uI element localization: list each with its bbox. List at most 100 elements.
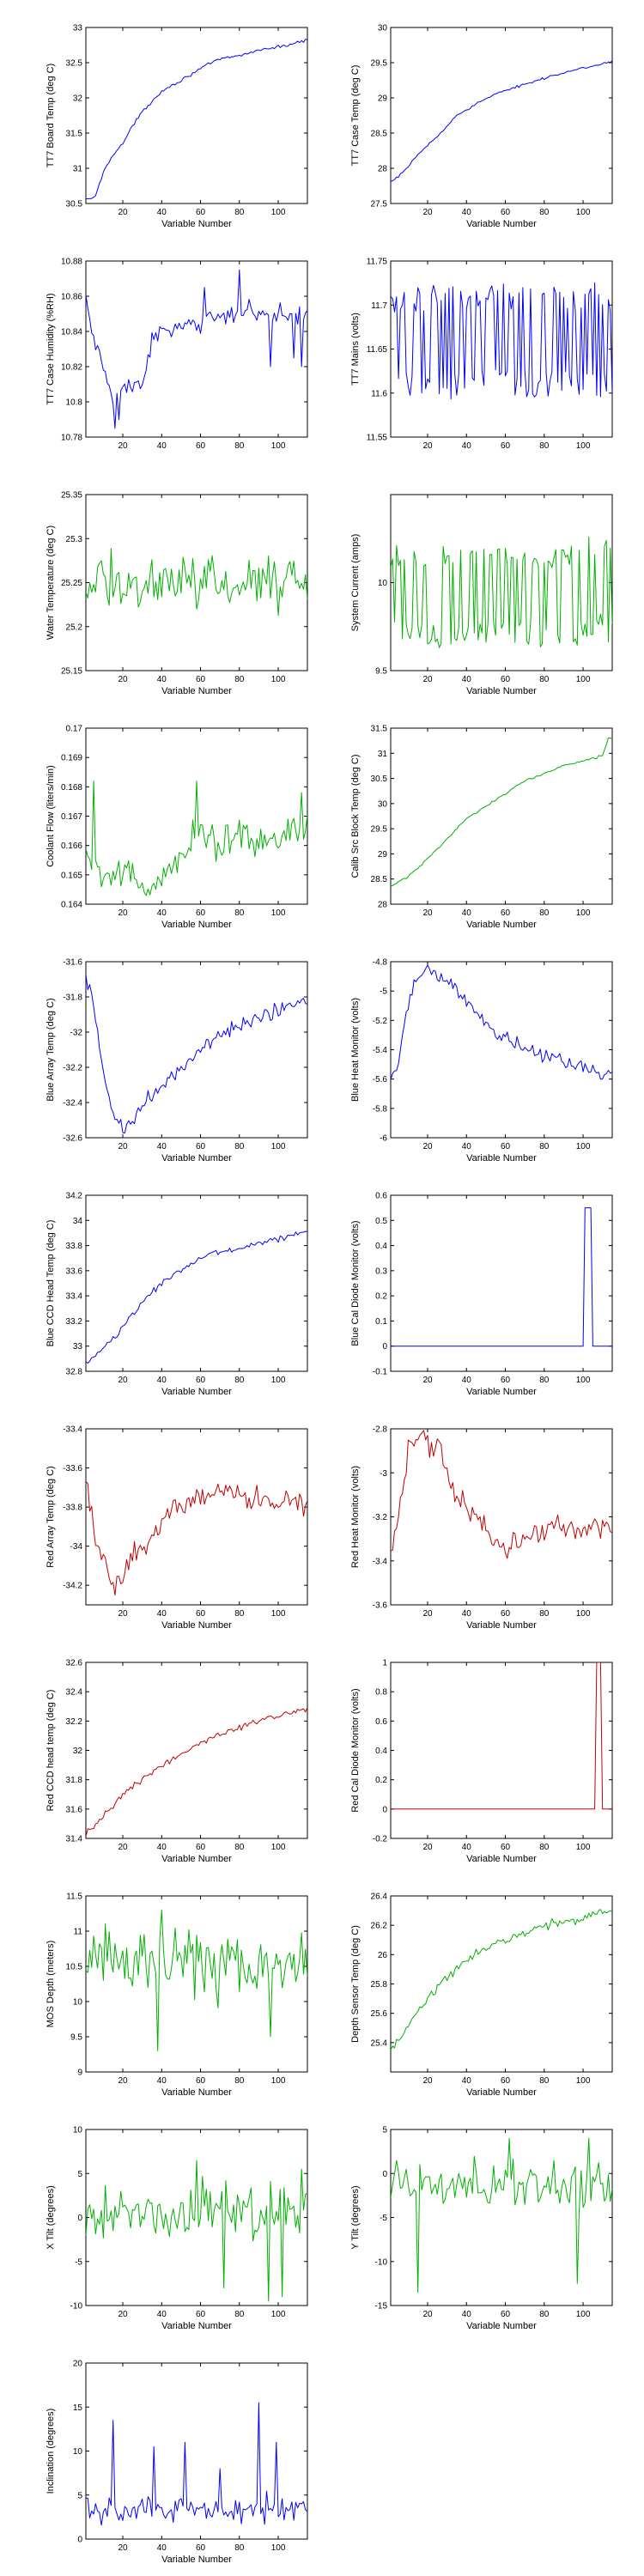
- x-tick-label: 40: [157, 441, 167, 451]
- chart-panel-19: 20 40 60 80 100 -10 -5 0 5 10 Variable Number X Til…: [46, 2126, 308, 2331]
- chart-panel-4: 20 40 60 80 100 11.55 11.6 11.65 11.7 11.75 TT7 Ma…: [350, 258, 613, 451]
- x-tick-label: 80: [234, 441, 245, 451]
- x-tick-label: 60: [501, 1142, 511, 1151]
- chart-panel-7: 20 40 60 80 100 0.164 0.165 0.166 0.167 0.168 0.16…: [46, 725, 308, 930]
- y-tick-label: 34: [73, 1217, 83, 1226]
- chart-panel-3: 20 40 60 80 100 10.78 10.8 10.82 10.84 10.86 10.88…: [46, 258, 308, 451]
- x-axis-label: Variable Number: [466, 219, 537, 229]
- x-tick-label: 60: [501, 1376, 511, 1385]
- y-tick-label: 10.86: [61, 293, 82, 302]
- x-tick-label: 60: [196, 208, 206, 217]
- y-tick-label: 10.88: [61, 258, 82, 267]
- y-tick-label: 11.55: [367, 434, 388, 443]
- y-tick-label: 31.5: [371, 725, 388, 734]
- y-tick-label: 26.4: [371, 1893, 388, 1902]
- y-tick-label: 32.4: [66, 1688, 83, 1698]
- series-line: [391, 1662, 612, 1810]
- x-axis-label: Variable Number: [161, 1620, 232, 1631]
- plot-frame: [390, 727, 613, 905]
- plot-frame: [85, 2129, 308, 2306]
- chart-panel-6: 20 40 60 80 100 9.5 10 Variable Number System Cu…: [350, 494, 613, 696]
- x-tick-label: 80: [539, 1142, 550, 1151]
- plot-frame: [85, 1428, 308, 1606]
- x-axis-label: Variable Number: [161, 1854, 232, 1864]
- x-tick-label: 20: [118, 1843, 128, 1852]
- chart-panel-9: 20 40 60 80 100 -32.6 -32.4 -32.2 -32 -31.8 -31.6 V…: [46, 958, 308, 1163]
- y-tick-label: 10.82: [61, 363, 82, 373]
- series-line: [86, 1480, 307, 1596]
- y-tick-label: -5: [380, 987, 387, 997]
- y-axis-label: Inclination (degrees): [46, 2409, 56, 2494]
- x-tick-label: 40: [462, 208, 472, 217]
- x-tick-label: 80: [234, 675, 245, 684]
- x-tick-label: 40: [157, 2076, 167, 2086]
- y-tick-label: 0: [382, 1805, 387, 1814]
- x-tick-label: 60: [196, 441, 206, 451]
- x-tick-label: 20: [118, 2310, 128, 2319]
- x-tick-label: 20: [118, 208, 128, 217]
- y-tick-label: 0.1: [375, 1317, 387, 1327]
- x-tick-label: 100: [271, 908, 286, 918]
- x-axis-label: Variable Number: [161, 219, 232, 229]
- x-tick-label: 60: [196, 675, 206, 684]
- y-tick-label: 29: [378, 94, 388, 104]
- series-line: [86, 1707, 307, 1838]
- x-tick-label: 60: [501, 1843, 511, 1852]
- y-tick-label: 0.4: [375, 1747, 387, 1756]
- x-tick-label: 20: [422, 1142, 433, 1151]
- plot-frame: [85, 494, 308, 671]
- x-axis-label: Variable Number: [161, 1387, 232, 1397]
- x-axis-label: Variable Number: [466, 1620, 537, 1631]
- y-tick-label: 31: [378, 750, 388, 759]
- x-tick-label: 40: [462, 1609, 472, 1619]
- y-tick-label: 0.6: [375, 1717, 387, 1727]
- y-tick-label: 31.8: [66, 1776, 83, 1785]
- x-tick-label: 80: [234, 908, 245, 918]
- y-axis-label: TT7 Case Humidity (%RH): [46, 293, 56, 404]
- x-tick-label: 60: [196, 2076, 206, 2086]
- x-tick-label: 40: [462, 675, 472, 684]
- y-axis-label: System Current (amps): [350, 534, 361, 632]
- y-tick-label: 33: [73, 1342, 83, 1352]
- x-tick-label: 20: [422, 1376, 433, 1385]
- y-axis-label: X Tilt (degrees): [46, 2185, 56, 2250]
- x-axis-label: Variable Number: [466, 2321, 537, 2331]
- x-tick-label: 80: [234, 1609, 245, 1619]
- plot-frame: [390, 2129, 613, 2306]
- x-tick-label: 20: [118, 908, 128, 918]
- series-line: [391, 964, 612, 1080]
- x-axis-label: Variable Number: [466, 686, 537, 696]
- y-axis-label: Red Array Temp (deg C): [46, 1466, 56, 1567]
- x-tick-label: 80: [234, 2076, 245, 2086]
- y-tick-label: 0.17: [66, 725, 83, 734]
- y-tick-label: -5: [380, 2214, 387, 2223]
- x-axis-label: Variable Number: [466, 1854, 537, 1864]
- y-tick-label: 30: [378, 799, 388, 809]
- chart-panel-8: 20 40 60 80 100 28 28.5 29 29.5 30 30.5 31 31.5 Varia…: [350, 725, 613, 930]
- x-axis-label: Variable Number: [466, 1387, 537, 1397]
- y-tick-label: 0.6: [375, 1192, 387, 1201]
- y-tick-label: 25.4: [371, 2038, 388, 2048]
- x-tick-label: 40: [462, 2310, 472, 2319]
- x-tick-label: 20: [422, 208, 433, 217]
- y-tick-label: -3: [380, 1469, 387, 1479]
- x-tick-label: 40: [157, 2310, 167, 2319]
- y-tick-label: -5.2: [373, 1017, 388, 1026]
- x-tick-label: 40: [157, 2543, 167, 2553]
- y-tick-label: -5.6: [373, 1075, 388, 1084]
- x-tick-label: 20: [422, 908, 433, 918]
- plot-frame: [85, 2362, 308, 2540]
- y-tick-label: 0.168: [61, 783, 82, 793]
- y-tick-label: 0.164: [61, 901, 82, 910]
- x-tick-label: 60: [501, 1609, 511, 1619]
- x-axis-label: Variable Number: [466, 920, 537, 930]
- y-tick-label: 32: [73, 1747, 83, 1756]
- y-tick-label: 11.6: [371, 389, 387, 398]
- x-tick-label: 100: [271, 208, 286, 217]
- x-tick-label: 60: [196, 1376, 206, 1385]
- y-tick-label: 28.5: [371, 130, 388, 139]
- y-tick-label: 33: [73, 24, 83, 33]
- series-line: [86, 974, 307, 1134]
- series-line: [86, 269, 307, 429]
- y-axis-label: Red CCD head temp (deg C): [46, 1690, 56, 1812]
